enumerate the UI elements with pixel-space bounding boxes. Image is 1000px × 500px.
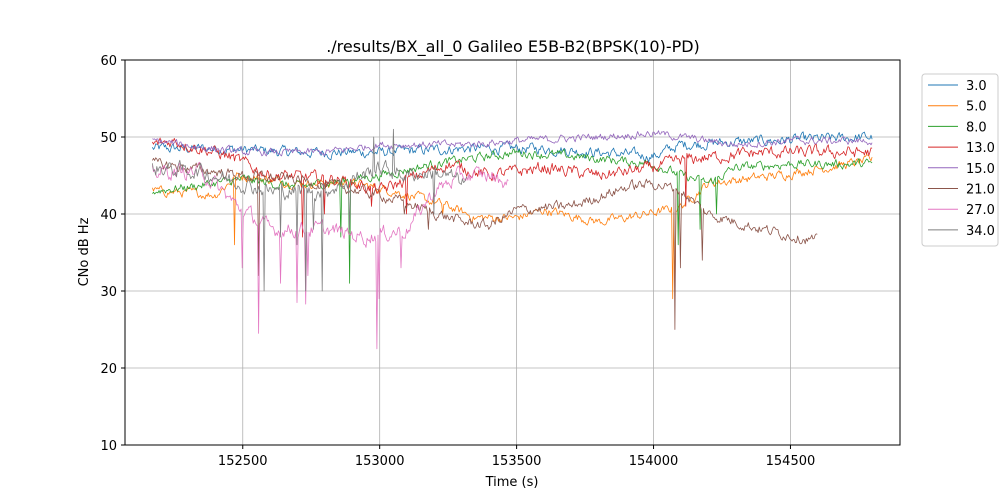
chart-title: ./results/BX_all_0 Galileo E5B-B2(BPSK(1…	[326, 37, 700, 57]
legend: 3.0 5.0 8.0 13.0 15.0 21.0 27.0 34.0	[921, 73, 999, 247]
series-line-13-0	[152, 137, 873, 238]
legend-entry: 34.0	[966, 224, 995, 239]
y-axis-ticks: 10 20 30 40 50 60	[100, 54, 125, 454]
y-tick-label: 30	[100, 285, 117, 300]
grid-lines	[125, 59, 900, 446]
series-line-8-0	[152, 148, 873, 284]
x-tick-label: 154500	[766, 454, 816, 469]
series-line-15-0	[152, 130, 873, 157]
legend-entry: 27.0	[966, 203, 995, 218]
legend-frame	[921, 73, 999, 247]
x-tick-label: 153500	[492, 454, 542, 469]
legend-entry: 21.0	[966, 183, 995, 198]
y-tick-label: 10	[100, 439, 117, 454]
y-tick-label: 20	[100, 362, 117, 377]
plot-frame	[124, 59, 901, 446]
legend-entry: 8.0	[966, 120, 987, 135]
series-line-27-0	[152, 161, 509, 350]
y-tick-label: 50	[100, 131, 117, 146]
x-axis-label: Time (s)	[485, 475, 539, 490]
y-axis-label: CNo dB Hz	[77, 217, 92, 286]
y-tick-label: 40	[100, 208, 117, 223]
y-tick-label: 60	[100, 54, 117, 69]
plot-series	[152, 128, 873, 350]
series-line-5-0	[152, 154, 873, 300]
x-tick-label: 154000	[629, 454, 679, 469]
x-axis-ticks: 152500 153000 153500 154000 154500	[218, 445, 815, 469]
series-line-3-0	[152, 131, 873, 163]
legend-entry: 15.0	[966, 162, 995, 177]
legend-entry: 13.0	[966, 141, 995, 156]
legend-entry: 5.0	[966, 100, 987, 115]
x-tick-label: 152500	[218, 454, 268, 469]
legend-entry: 3.0	[966, 79, 987, 94]
series-line-21-0	[152, 157, 818, 330]
series-line-34-0	[152, 128, 468, 292]
x-tick-label: 153000	[355, 454, 405, 469]
